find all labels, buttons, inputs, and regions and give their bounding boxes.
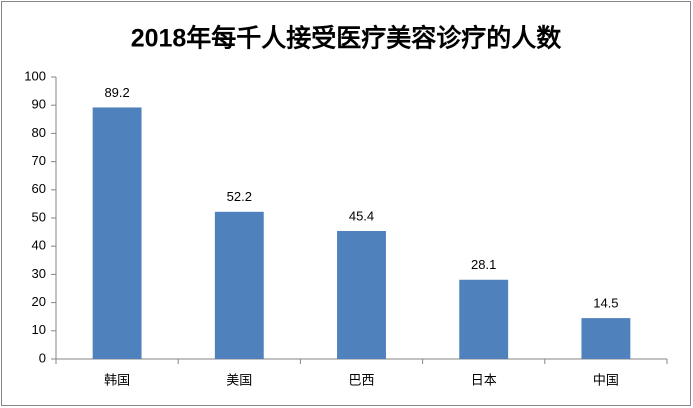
bar (337, 230, 386, 359)
y-tick-label: 20 (32, 294, 46, 309)
value-label: 45.4 (349, 208, 374, 223)
x-tick-label: 中国 (593, 372, 619, 387)
y-tick-label: 10 (32, 322, 46, 337)
value-label: 28.1 (471, 257, 496, 272)
bar (581, 318, 631, 359)
x-tick-label: 巴西 (348, 372, 374, 387)
chart-title: 2018年每千人接受医疗美容诊疗的人数 (131, 24, 563, 53)
y-tick-label: 50 (32, 209, 46, 224)
x-tick-label: 韩国 (104, 372, 130, 387)
y-tick-label: 90 (32, 97, 46, 112)
y-tick-label: 0 (39, 350, 46, 365)
bar (92, 107, 142, 360)
bar (459, 279, 509, 359)
value-label: 89.2 (104, 85, 129, 100)
x-tick-label: 日本 (471, 372, 497, 387)
bar (214, 211, 264, 359)
value-label: 52.2 (227, 189, 252, 204)
y-tick-label: 100 (24, 68, 46, 83)
y-tick-label: 70 (32, 153, 46, 168)
y-tick-label: 40 (32, 238, 46, 253)
y-tick-label: 60 (32, 181, 46, 196)
value-label: 14.5 (593, 296, 618, 311)
y-tick-label: 80 (32, 125, 46, 140)
y-tick-label: 30 (32, 266, 46, 281)
x-tick-label: 美国 (226, 372, 252, 387)
